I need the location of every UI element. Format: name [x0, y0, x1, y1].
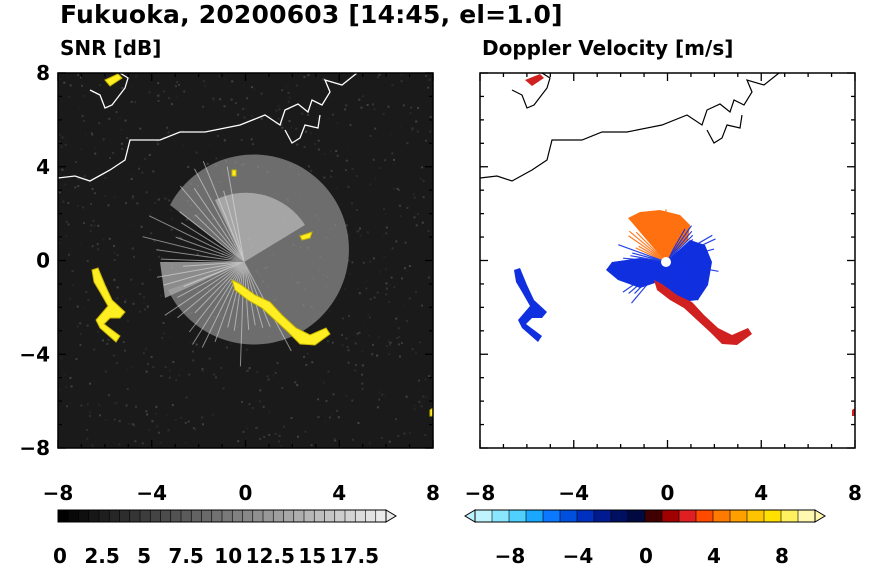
colorbar-tick-label: 0 — [53, 544, 67, 568]
doppler-coastline — [480, 73, 780, 182]
doppler-colorbar: −8 −4 0 4 8 — [464, 509, 826, 568]
x-tick-label: 4 — [332, 481, 346, 505]
snr-axis-ticks: −8 −4 0 4 8 8 4 0 −4 −8 — [19, 61, 440, 505]
colorbar-tick-label: 8 — [775, 544, 789, 568]
x-tick-label: 0 — [239, 481, 253, 505]
colorbar-tick-label: 0 — [639, 544, 653, 568]
y-tick-label: 8 — [36, 61, 50, 85]
snr-echo-fan — [142, 154, 349, 367]
x-tick-label: 8 — [848, 481, 862, 505]
colorbar-tick-label: 15 — [298, 544, 326, 568]
colorbar-tick-label: 7.5 — [168, 544, 203, 568]
figure-title: Fukuoka, 20200603 [14:45, el=1.0] — [60, 0, 563, 29]
colorbar-tick-label: 17.5 — [330, 544, 379, 568]
x-tick-label: −8 — [43, 481, 74, 505]
doppler-echo — [514, 74, 855, 416]
colorbar-tick-label: 2.5 — [84, 544, 119, 568]
doppler-plot-area — [479, 72, 856, 449]
x-tick-label: −4 — [136, 481, 167, 505]
y-tick-label: −4 — [19, 342, 50, 366]
snr-strong-echo — [91, 73, 433, 417]
colorbar-tick-label: −8 — [495, 544, 526, 568]
snr-coastline — [58, 73, 358, 182]
doppler-axis-ticks: −8 −4 0 4 8 — [465, 72, 862, 505]
snr-colorbar: 0 2.5 5 7.5 10 12.5 15 17.5 — [53, 509, 397, 568]
snr-panel-title: SNR [dB] — [60, 36, 162, 60]
x-tick-label: 8 — [426, 481, 440, 505]
colorbar-tick-label: −4 — [563, 544, 594, 568]
y-tick-label: 4 — [36, 155, 50, 179]
x-tick-label: −4 — [558, 481, 589, 505]
y-tick-label: −8 — [19, 436, 50, 460]
snr-plot-area — [57, 72, 434, 449]
x-tick-label: −8 — [465, 481, 496, 505]
doppler-panel-title: Doppler Velocity [m/s] — [482, 36, 734, 60]
y-tick-label: 0 — [36, 249, 50, 273]
colorbar-tick-label: 10 — [214, 544, 242, 568]
x-tick-label: 0 — [661, 481, 675, 505]
colorbar-tick-label: 12.5 — [246, 544, 295, 568]
colorbar-tick-label: 5 — [137, 544, 151, 568]
colorbar-tick-label: 4 — [707, 544, 721, 568]
x-tick-label: 4 — [754, 481, 768, 505]
